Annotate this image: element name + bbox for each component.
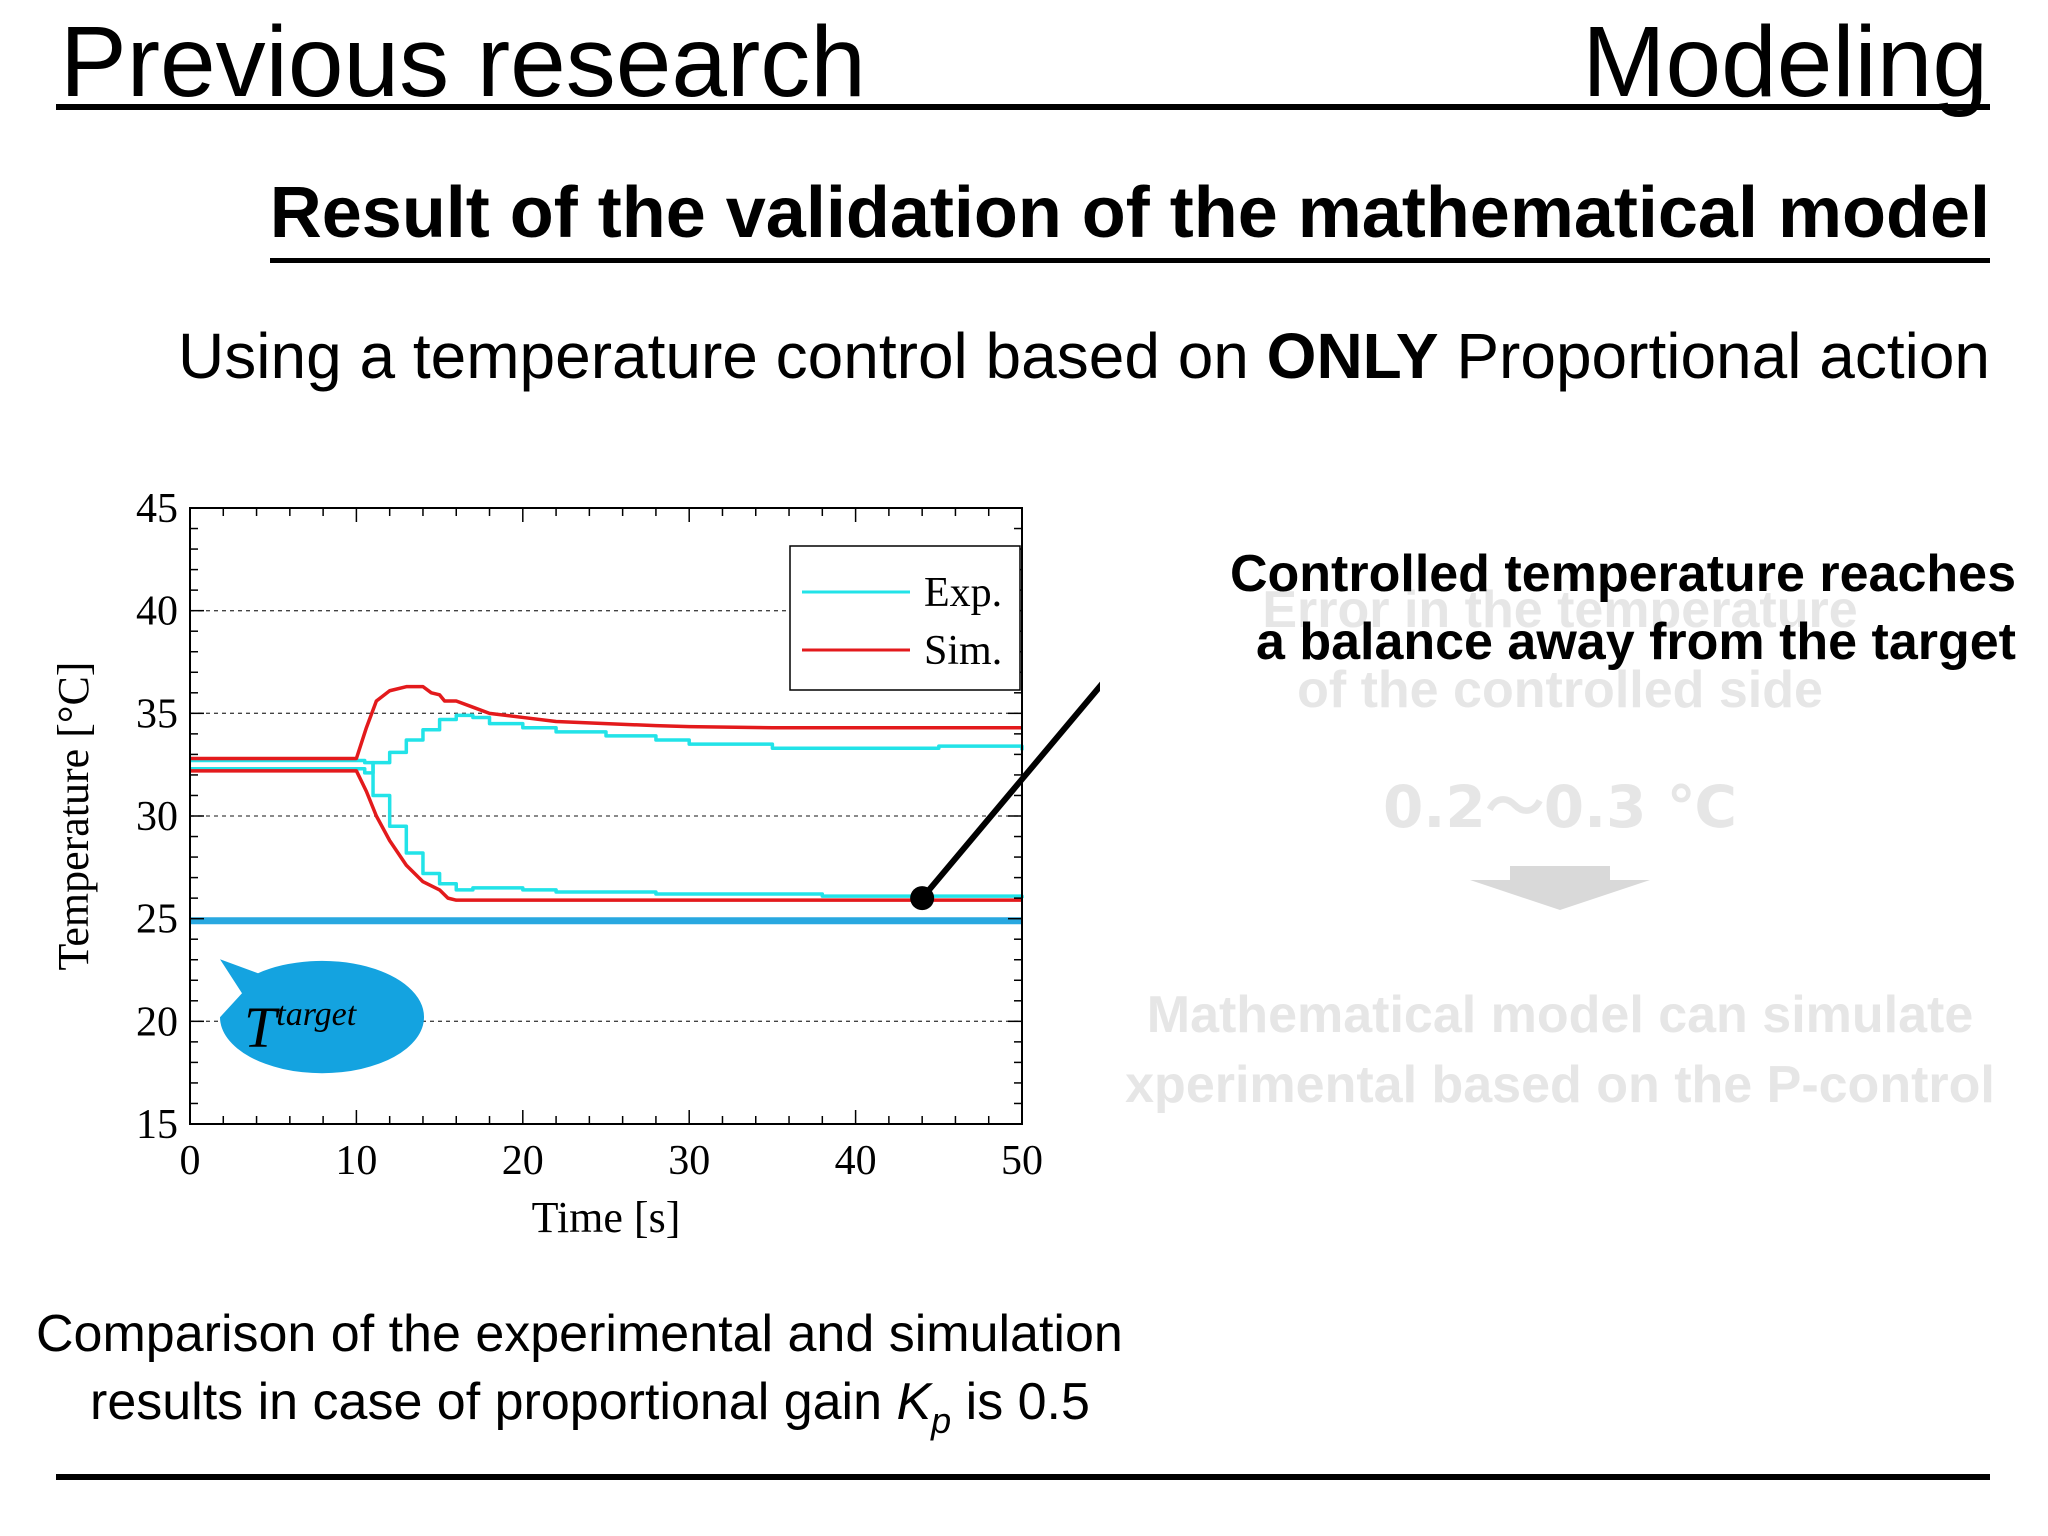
- exp-series-line: [190, 713, 1024, 775]
- caption-line1: Comparison of the experimental and simul…: [36, 1305, 1123, 1363]
- lead-sentence: Using a temperature control based on ONL…: [178, 316, 1990, 396]
- lead-after: Proportional action: [1438, 320, 1990, 392]
- header-divider: [56, 104, 1990, 110]
- callout-pointer: [919, 681, 1100, 901]
- y-tick-labels: 15 20 25 30 35 40 45: [136, 486, 178, 1148]
- x-tick-label: 30: [668, 1138, 710, 1184]
- lead-emphasis: ONLY: [1266, 320, 1439, 392]
- callout-line1: Controlled temperature reaches: [1229, 545, 2016, 603]
- caption-line2-before: results in case of proportional gain: [90, 1373, 897, 1431]
- footer-divider: [56, 1474, 1990, 1480]
- target-label-base: T: [244, 995, 280, 1060]
- y-tick-label: 45: [136, 486, 178, 532]
- callout-text: Controlled temperature reaches a balance…: [1230, 540, 2016, 676]
- x-tick-label: 40: [835, 1138, 877, 1184]
- faded-error-line2: of the controlled side: [1297, 661, 1823, 719]
- exp-series-line: [190, 758, 1024, 899]
- faded-model-line1: Mathematical model can simulate: [1146, 986, 1974, 1044]
- y-tick-label: 35: [136, 691, 178, 737]
- chart-series: [190, 684, 1024, 902]
- header-left-title: Previous research: [60, 6, 866, 118]
- faded-error-text: Error in the temperature of the controll…: [1090, 570, 2030, 730]
- y-axis-label: Temperature [°C]: [49, 662, 98, 971]
- faded-error-range: 0.2〜0.3 ℃: [1383, 773, 1737, 841]
- caption-line2: results in case of proportional gain Kp …: [36, 1368, 1256, 1455]
- callout-marker: [910, 886, 935, 911]
- chart-legend: Exp. Sim.: [789, 545, 1021, 691]
- sim-series-line: [190, 769, 1022, 902]
- x-tick-label: 10: [335, 1138, 377, 1184]
- kp-subscript: p: [931, 1400, 952, 1441]
- caption-line2-after: is 0.5: [951, 1373, 1090, 1431]
- x-tick-label: 0: [180, 1138, 201, 1184]
- legend-box: [789, 545, 1021, 691]
- sim-series-line: [190, 684, 1022, 761]
- kp-symbol: K: [896, 1373, 932, 1431]
- figure-caption: Comparison of the experimental and simul…: [36, 1300, 1256, 1455]
- faded-next-content: Error in the temperature of the controll…: [1090, 570, 2030, 1130]
- slide-subtitle: Result of the validation of the mathemat…: [269, 168, 1990, 263]
- target-bubble: Ttarget: [220, 959, 425, 1074]
- header-right-title: Modeling: [1582, 6, 1988, 118]
- y-tick-label: 20: [136, 999, 178, 1045]
- x-tick-labels: 0 10 20 30 40 50: [180, 1138, 1044, 1184]
- temperature-chart: 0 10 20 30 40 50 15 20 25 30 35 40 45 Time [s] Temp…: [49, 486, 1100, 1242]
- faded-model-line2: xperimental based on the P-control: [1125, 1056, 1995, 1114]
- faded-model-text: Mathematical model can simulate xperimen…: [1090, 980, 2030, 1120]
- faded-error-line1: Error in the temperature: [1262, 581, 1858, 639]
- legend-sim-label: Sim.: [924, 628, 1002, 674]
- target-label: Ttarget: [244, 995, 358, 1060]
- x-tick-label: 50: [1001, 1138, 1043, 1184]
- x-tick-label: 20: [502, 1138, 544, 1184]
- x-axis-label: Time [s]: [532, 1193, 681, 1242]
- faded-arrow-stem: [1510, 866, 1610, 882]
- callout-line2: a balance away from the target: [1255, 613, 2016, 671]
- legend-exp-label: Exp.: [924, 570, 1002, 616]
- target-bubble-shape: [220, 959, 425, 1074]
- y-tick-label: 30: [136, 794, 178, 840]
- y-tick-label: 25: [136, 897, 178, 943]
- target-label-superscript: target: [276, 996, 358, 1033]
- y-tick-label: 15: [136, 1102, 178, 1148]
- lead-before: Using a temperature control based on: [178, 320, 1267, 392]
- y-tick-label: 40: [136, 589, 178, 635]
- faded-down-arrow-icon: [1470, 880, 1650, 910]
